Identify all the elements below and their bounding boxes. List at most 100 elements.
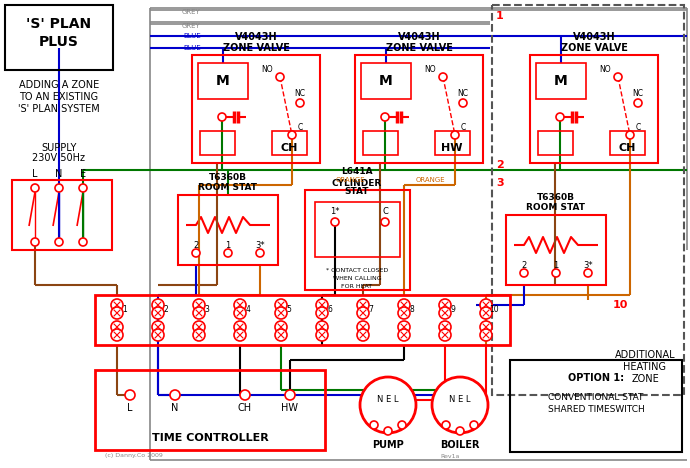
Text: 2: 2 bbox=[496, 160, 504, 170]
Text: TO AN EXISTING: TO AN EXISTING bbox=[19, 92, 99, 102]
Circle shape bbox=[316, 329, 328, 341]
Circle shape bbox=[296, 99, 304, 107]
Text: 4: 4 bbox=[246, 305, 250, 314]
Circle shape bbox=[381, 218, 389, 226]
Circle shape bbox=[614, 73, 622, 81]
Circle shape bbox=[275, 321, 287, 333]
Text: HW: HW bbox=[441, 143, 463, 153]
Text: 2: 2 bbox=[164, 305, 168, 314]
Bar bbox=[12, 180, 112, 250]
Text: 1: 1 bbox=[123, 305, 128, 314]
Circle shape bbox=[439, 73, 447, 81]
Circle shape bbox=[193, 329, 205, 341]
Circle shape bbox=[331, 218, 339, 226]
Text: 3: 3 bbox=[204, 305, 210, 314]
Bar bbox=[538, 131, 573, 155]
Text: V4043H: V4043H bbox=[235, 32, 277, 42]
Text: 2: 2 bbox=[522, 261, 526, 270]
Circle shape bbox=[79, 184, 87, 192]
Circle shape bbox=[285, 390, 295, 400]
Bar bbox=[95, 295, 510, 345]
Circle shape bbox=[384, 427, 392, 435]
Circle shape bbox=[480, 321, 492, 333]
Text: BOILER: BOILER bbox=[440, 440, 480, 450]
Text: BLUE: BLUE bbox=[183, 45, 201, 51]
Text: ORANGE: ORANGE bbox=[335, 177, 365, 183]
Circle shape bbox=[370, 421, 378, 429]
Circle shape bbox=[451, 131, 459, 139]
Text: SHARED TIMESWITCH: SHARED TIMESWITCH bbox=[548, 405, 644, 415]
Text: ORANGE: ORANGE bbox=[415, 177, 445, 183]
Bar bbox=[272, 131, 307, 155]
Text: CYLINDER: CYLINDER bbox=[332, 178, 382, 188]
Bar bbox=[435, 131, 470, 155]
Text: PLUS: PLUS bbox=[39, 35, 79, 49]
Circle shape bbox=[456, 427, 464, 435]
Circle shape bbox=[192, 249, 200, 257]
Circle shape bbox=[55, 184, 63, 192]
Bar bbox=[355, 55, 483, 163]
Text: HEATING: HEATING bbox=[624, 362, 667, 372]
Text: 1: 1 bbox=[553, 261, 559, 270]
Bar bbox=[178, 195, 278, 265]
Text: N: N bbox=[171, 403, 179, 413]
Circle shape bbox=[256, 249, 264, 257]
Text: 3: 3 bbox=[496, 178, 504, 188]
Text: NC: NC bbox=[633, 88, 644, 97]
Circle shape bbox=[398, 321, 410, 333]
Circle shape bbox=[111, 299, 123, 311]
Text: ROOM STAT: ROOM STAT bbox=[526, 204, 586, 212]
Bar bbox=[492, 5, 684, 395]
Circle shape bbox=[480, 299, 492, 311]
Circle shape bbox=[316, 307, 328, 319]
Text: GREY: GREY bbox=[182, 9, 201, 15]
Circle shape bbox=[357, 329, 369, 341]
Circle shape bbox=[125, 390, 135, 400]
Text: M: M bbox=[216, 74, 230, 88]
Text: CH: CH bbox=[238, 403, 252, 413]
Circle shape bbox=[275, 329, 287, 341]
Circle shape bbox=[234, 321, 246, 333]
Text: GREY: GREY bbox=[182, 23, 201, 29]
Text: C: C bbox=[460, 123, 466, 132]
Bar bbox=[536, 63, 586, 99]
Circle shape bbox=[439, 321, 451, 333]
Text: NC: NC bbox=[295, 88, 306, 97]
Circle shape bbox=[234, 307, 246, 319]
Circle shape bbox=[152, 329, 164, 341]
Circle shape bbox=[470, 421, 478, 429]
Circle shape bbox=[152, 321, 164, 333]
Text: 2: 2 bbox=[193, 241, 199, 249]
Text: L: L bbox=[32, 169, 38, 179]
Circle shape bbox=[152, 307, 164, 319]
Text: STAT: STAT bbox=[345, 188, 369, 197]
Circle shape bbox=[480, 307, 492, 319]
Text: T6360B: T6360B bbox=[209, 173, 247, 182]
Text: L: L bbox=[127, 403, 132, 413]
Bar bbox=[5, 5, 113, 70]
Circle shape bbox=[381, 113, 389, 121]
Text: 10: 10 bbox=[612, 300, 628, 310]
Bar bbox=[510, 360, 682, 452]
Circle shape bbox=[357, 321, 369, 333]
Circle shape bbox=[459, 99, 467, 107]
Circle shape bbox=[288, 131, 296, 139]
Text: HW: HW bbox=[282, 403, 299, 413]
Text: N E L: N E L bbox=[377, 395, 399, 404]
Bar bbox=[200, 131, 235, 155]
Text: 6: 6 bbox=[328, 305, 333, 314]
Circle shape bbox=[275, 299, 287, 311]
Circle shape bbox=[111, 307, 123, 319]
Text: E: E bbox=[80, 169, 86, 179]
Circle shape bbox=[111, 321, 123, 333]
Circle shape bbox=[398, 299, 410, 311]
Text: NO: NO bbox=[599, 65, 611, 73]
Bar bbox=[315, 202, 400, 257]
Text: FOR HEAT: FOR HEAT bbox=[342, 284, 373, 288]
Text: N E L: N E L bbox=[449, 395, 471, 404]
Text: NC: NC bbox=[457, 88, 469, 97]
Text: L641A: L641A bbox=[341, 168, 373, 176]
Circle shape bbox=[55, 238, 63, 246]
Circle shape bbox=[193, 307, 205, 319]
Circle shape bbox=[480, 329, 492, 341]
